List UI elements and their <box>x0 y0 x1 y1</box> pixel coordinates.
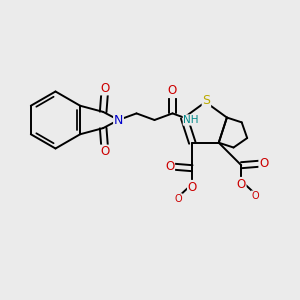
Text: NH: NH <box>183 115 199 125</box>
Text: N: N <box>114 113 123 127</box>
Text: O: O <box>259 157 268 170</box>
Text: O: O <box>165 160 174 173</box>
Text: O: O <box>251 191 259 201</box>
Text: O: O <box>174 194 182 204</box>
Text: S: S <box>202 94 210 107</box>
Text: O: O <box>237 178 246 190</box>
Text: O: O <box>100 145 109 158</box>
Text: O: O <box>188 181 197 194</box>
Text: O: O <box>100 82 109 95</box>
Text: O: O <box>168 84 177 98</box>
Text: O: O <box>174 194 182 204</box>
